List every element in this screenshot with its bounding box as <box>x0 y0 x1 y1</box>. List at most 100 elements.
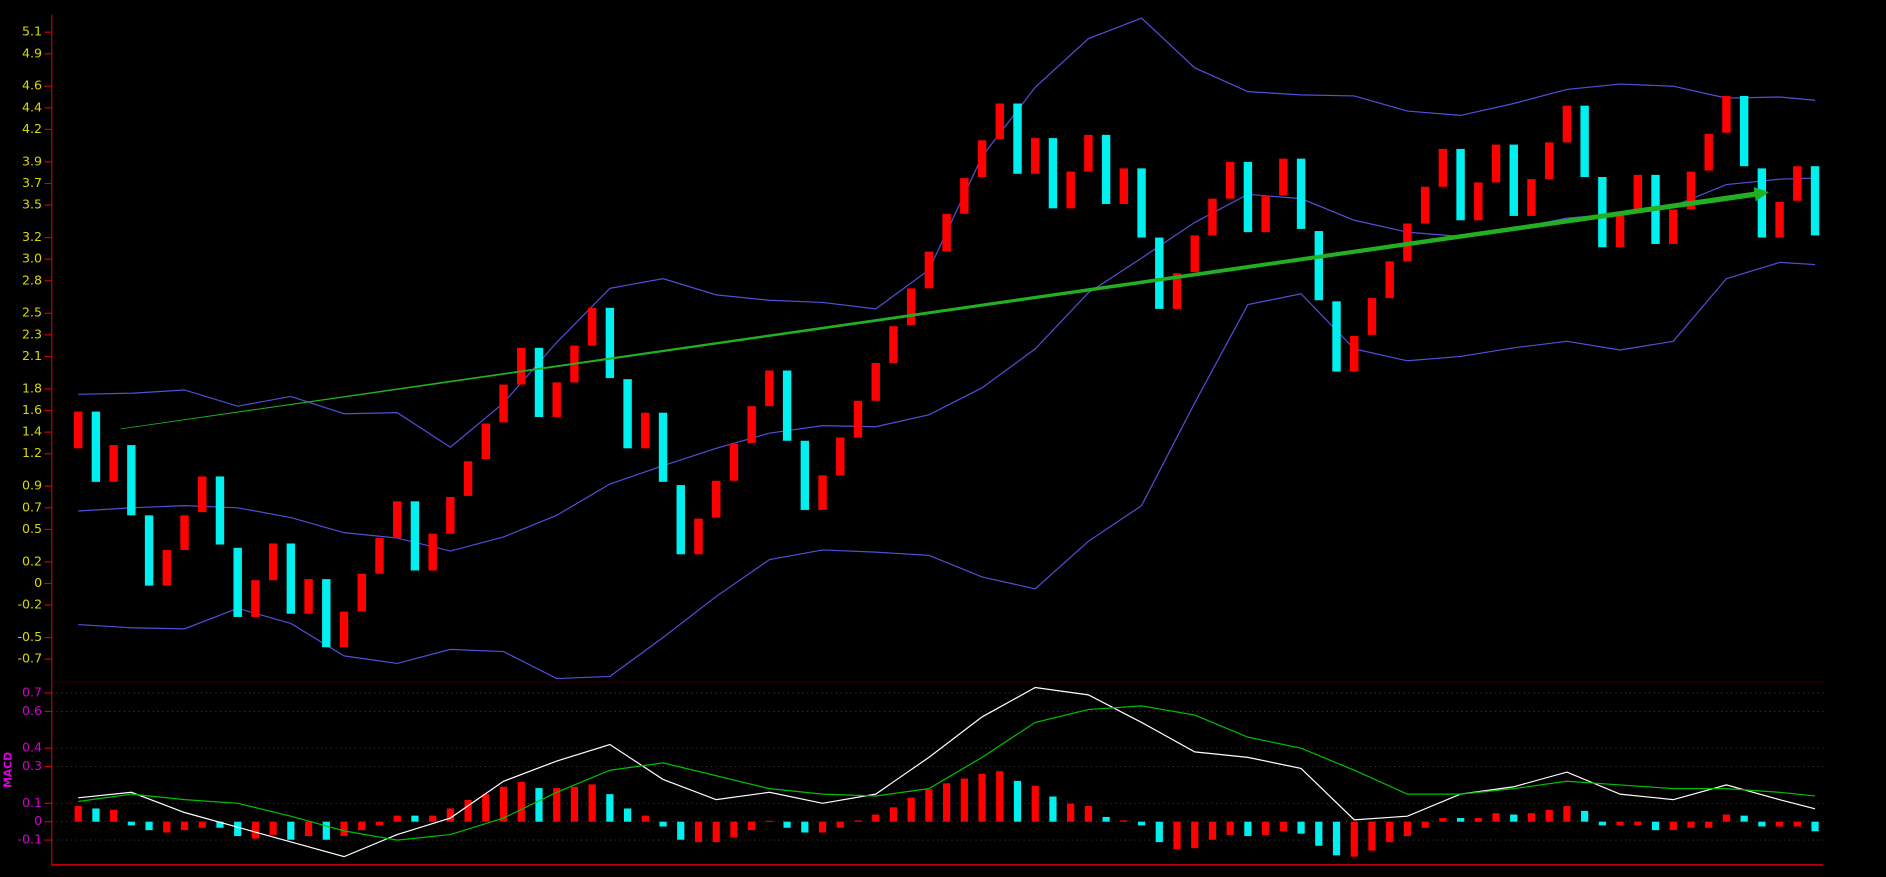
y-tick-label: -0.2 <box>17 597 42 612</box>
bollinger-band <box>78 261 1816 680</box>
macd-bar <box>1191 821 1199 849</box>
macd-bar <box>1084 806 1093 822</box>
y-tick-label: 4.2 <box>22 121 42 136</box>
candle <box>1669 209 1678 245</box>
candle <box>1722 95 1731 133</box>
y-tick-label: -0.5 <box>17 629 42 644</box>
candle <box>1793 166 1802 201</box>
candle <box>534 347 544 417</box>
macd-bar <box>836 821 844 828</box>
macd-line <box>78 686 1816 858</box>
macd-bar <box>712 821 720 843</box>
macd-bar <box>1297 821 1305 834</box>
candle <box>1261 195 1270 233</box>
candle <box>215 476 225 545</box>
macd-bar <box>1634 821 1642 826</box>
macd-bar <box>1315 821 1323 846</box>
y-tick-label: 2.8 <box>22 272 42 287</box>
macd-bar <box>1527 813 1536 822</box>
candle <box>233 547 242 617</box>
macd-bar <box>623 808 632 822</box>
y-tick-label: 1.8 <box>22 380 42 395</box>
macd-bar <box>163 821 171 833</box>
y-tick-label: 1.4 <box>22 424 42 439</box>
candle <box>853 400 863 438</box>
panel-title: MACD <box>1 752 14 788</box>
y-tick-label: 3.0 <box>22 251 42 266</box>
candle <box>428 533 437 571</box>
macd-bar <box>1049 796 1057 822</box>
candle <box>1420 186 1430 224</box>
macd-bar <box>1386 821 1394 843</box>
macd-bar <box>943 783 951 822</box>
candle <box>836 437 845 476</box>
candle <box>995 103 1004 140</box>
y-tick-label: -0.7 <box>17 651 42 666</box>
candle <box>392 501 402 539</box>
candle <box>1119 168 1129 205</box>
candle <box>109 445 118 482</box>
macd-bar <box>1598 821 1606 826</box>
candle <box>1686 171 1696 210</box>
candle <box>1350 335 1359 372</box>
y-tick-label: 0.6 <box>22 703 42 718</box>
y-tick-label: 4.4 <box>22 99 42 114</box>
macd-bar <box>234 821 242 837</box>
candle <box>1456 148 1465 221</box>
candle <box>747 406 756 443</box>
candle <box>1598 177 1607 248</box>
macd-bar <box>641 815 649 822</box>
macd-bar <box>1067 803 1075 822</box>
candle <box>1084 134 1093 172</box>
macd-bar <box>570 786 579 822</box>
candle <box>322 579 331 648</box>
candle <box>1208 198 1217 236</box>
candle <box>286 543 296 614</box>
candle <box>729 444 739 481</box>
candle <box>1243 161 1253 233</box>
candle <box>481 423 491 460</box>
macd-bar <box>287 821 295 840</box>
candle <box>446 496 455 534</box>
macd-bar <box>907 797 915 822</box>
y-tick-label: 0.5 <box>22 521 42 536</box>
macd-bar <box>340 821 348 837</box>
candle <box>1775 201 1784 238</box>
macd-bar <box>1669 821 1677 831</box>
candle <box>587 307 597 346</box>
macd-bar <box>1456 818 1465 822</box>
macd-bar <box>1102 816 1110 822</box>
candle <box>605 307 615 379</box>
candle <box>1367 298 1377 335</box>
candle <box>1101 134 1111 205</box>
y-tick-label: 2.5 <box>22 305 42 320</box>
macd-bar <box>322 821 330 840</box>
candle <box>871 362 880 401</box>
macd-bar <box>1510 814 1518 822</box>
macd-bar <box>996 771 1004 822</box>
macd-line <box>78 705 1816 841</box>
candle <box>711 480 721 518</box>
macd-bar <box>251 821 260 839</box>
macd-bar <box>358 821 366 831</box>
macd-bar <box>1740 815 1748 822</box>
candle <box>977 140 987 178</box>
candle <box>339 611 349 648</box>
macd-bar <box>411 815 419 822</box>
candle <box>552 382 561 417</box>
y-tick-label: 0 <box>34 813 42 828</box>
candle <box>1580 105 1589 178</box>
macd-bar <box>429 815 437 822</box>
candle <box>1438 148 1448 187</box>
y-tick-label: 2.1 <box>22 348 42 363</box>
macd-bar <box>1758 821 1766 827</box>
candle <box>198 476 207 513</box>
macd-bar <box>553 788 561 822</box>
y-tick-label: 1.6 <box>22 402 42 417</box>
macd-bar <box>110 809 118 822</box>
y-tick-label: 4.9 <box>22 45 42 60</box>
macd-bar <box>1563 806 1571 822</box>
